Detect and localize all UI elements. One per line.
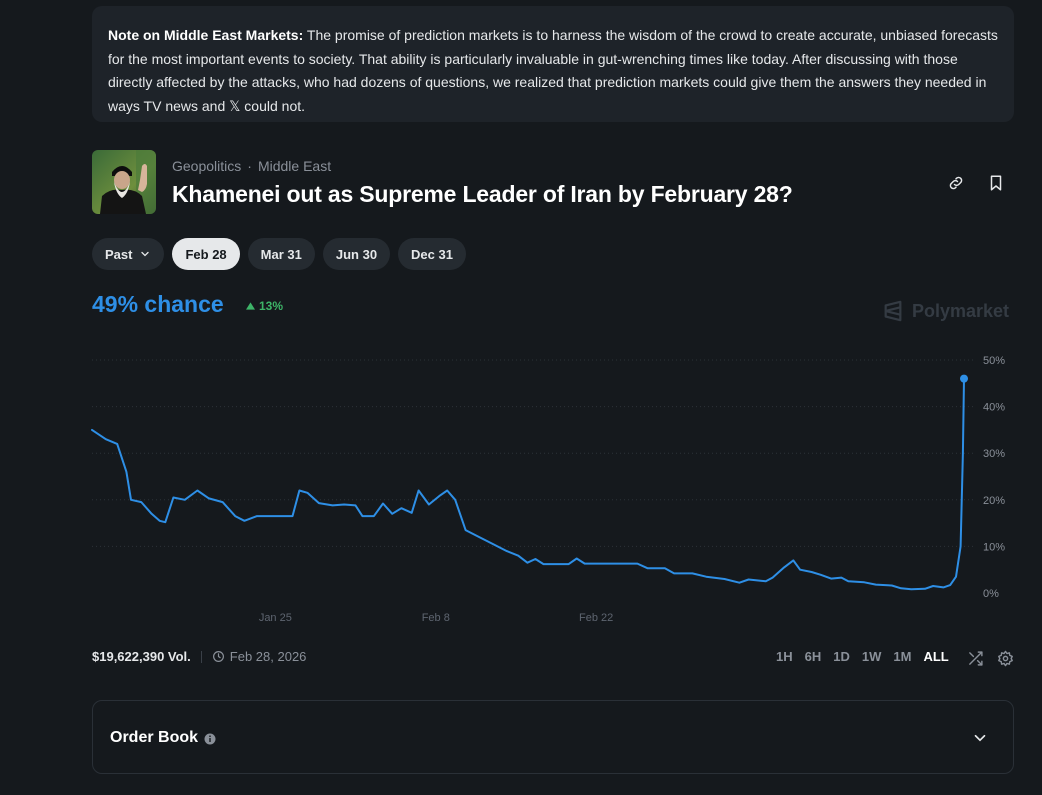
info-icon[interactable]: [204, 732, 216, 750]
link-icon: [949, 176, 963, 190]
bookmark-icon: [990, 175, 1002, 191]
chance-delta: 13%: [246, 299, 283, 313]
tab-dec-31[interactable]: Dec 31: [398, 238, 466, 270]
breadcrumb-category[interactable]: Geopolitics: [172, 158, 242, 174]
range-1d[interactable]: 1D: [833, 649, 850, 664]
tab-mar-31[interactable]: Mar 31: [247, 238, 315, 270]
note-label: Note on Middle East Markets:: [108, 27, 304, 43]
y-tick-label: 30%: [983, 448, 1005, 460]
chance-value: 49% chance: [92, 291, 224, 317]
gear-icon: [997, 650, 1013, 666]
range-1h[interactable]: 1H: [776, 649, 793, 664]
x-tick-label: Feb 8: [422, 612, 450, 624]
market-avatar: [92, 150, 156, 214]
tab-feb-28[interactable]: Feb 28: [172, 238, 240, 270]
past-dropdown[interactable]: Past: [92, 238, 165, 270]
copy-link-button[interactable]: [944, 171, 968, 195]
polymarket-watermark: Polymarket: [882, 300, 1009, 322]
compare-button[interactable]: [963, 646, 987, 670]
range-1w[interactable]: 1W: [861, 649, 882, 664]
y-tick-label: 40%: [983, 402, 1005, 414]
chance-delta-value: 13%: [259, 299, 284, 313]
order-book-title: Order Book: [110, 729, 199, 746]
polymarket-logo-icon: [884, 300, 902, 322]
past-dropdown-label: Past: [105, 246, 133, 262]
bookmark-button[interactable]: [984, 171, 1008, 195]
probability-line: [91, 377, 965, 591]
clock-icon: [212, 650, 225, 663]
note-text: The promise of prediction markets is to …: [108, 27, 998, 114]
chevron-down-icon[interactable]: [971, 729, 989, 752]
current-point-marker: [960, 374, 968, 383]
y-tick-label: 20%: [983, 495, 1005, 507]
polymarket-watermark-text: Polymarket: [912, 300, 1010, 321]
x-tick-label: Feb 22: [579, 612, 613, 624]
market-title: Khamenei out as Supreme Leader of Iran b…: [172, 181, 793, 207]
shuffle-icon: [968, 650, 983, 666]
order-book-panel[interactable]: Order Book: [92, 700, 1014, 774]
range-1m[interactable]: 1M: [893, 649, 912, 664]
tab-jun-30[interactable]: Jun 30: [322, 238, 391, 270]
range-all[interactable]: ALL: [923, 649, 949, 664]
y-tick-label: 50%: [983, 355, 1005, 367]
x-tick-label: Jan 25: [259, 612, 292, 624]
end-date: Feb 28, 2026: [229, 649, 307, 664]
range-6h[interactable]: 6H: [804, 649, 822, 664]
time-range-selector: 1H 6H 1D 1W 1M ALL: [776, 649, 949, 664]
chevron-down-icon: [139, 248, 151, 260]
market-note-banner: Note on Middle East Markets: The promise…: [92, 6, 1014, 122]
breadcrumb-subcategory[interactable]: Middle East: [257, 158, 332, 174]
chart-settings-button[interactable]: [993, 646, 1017, 670]
y-tick-label: 10%: [983, 541, 1005, 553]
date-tabs: Past Feb 28 Mar 31 Jun 30 Dec 31: [92, 238, 466, 270]
triangle-up-icon: [246, 302, 255, 310]
y-tick-label: 0%: [983, 588, 999, 600]
breadcrumb: Geopolitics · Middle East: [172, 158, 332, 174]
price-chart[interactable]: 0% 10% 20% 30% 40% 50% Jan 25 Feb 8 Feb 22: [0, 340, 1042, 630]
market-stats: $19,622,390 Vol. Feb 28, 2026: [92, 649, 306, 664]
volume: $19,622,390 Vol.: [92, 649, 191, 664]
